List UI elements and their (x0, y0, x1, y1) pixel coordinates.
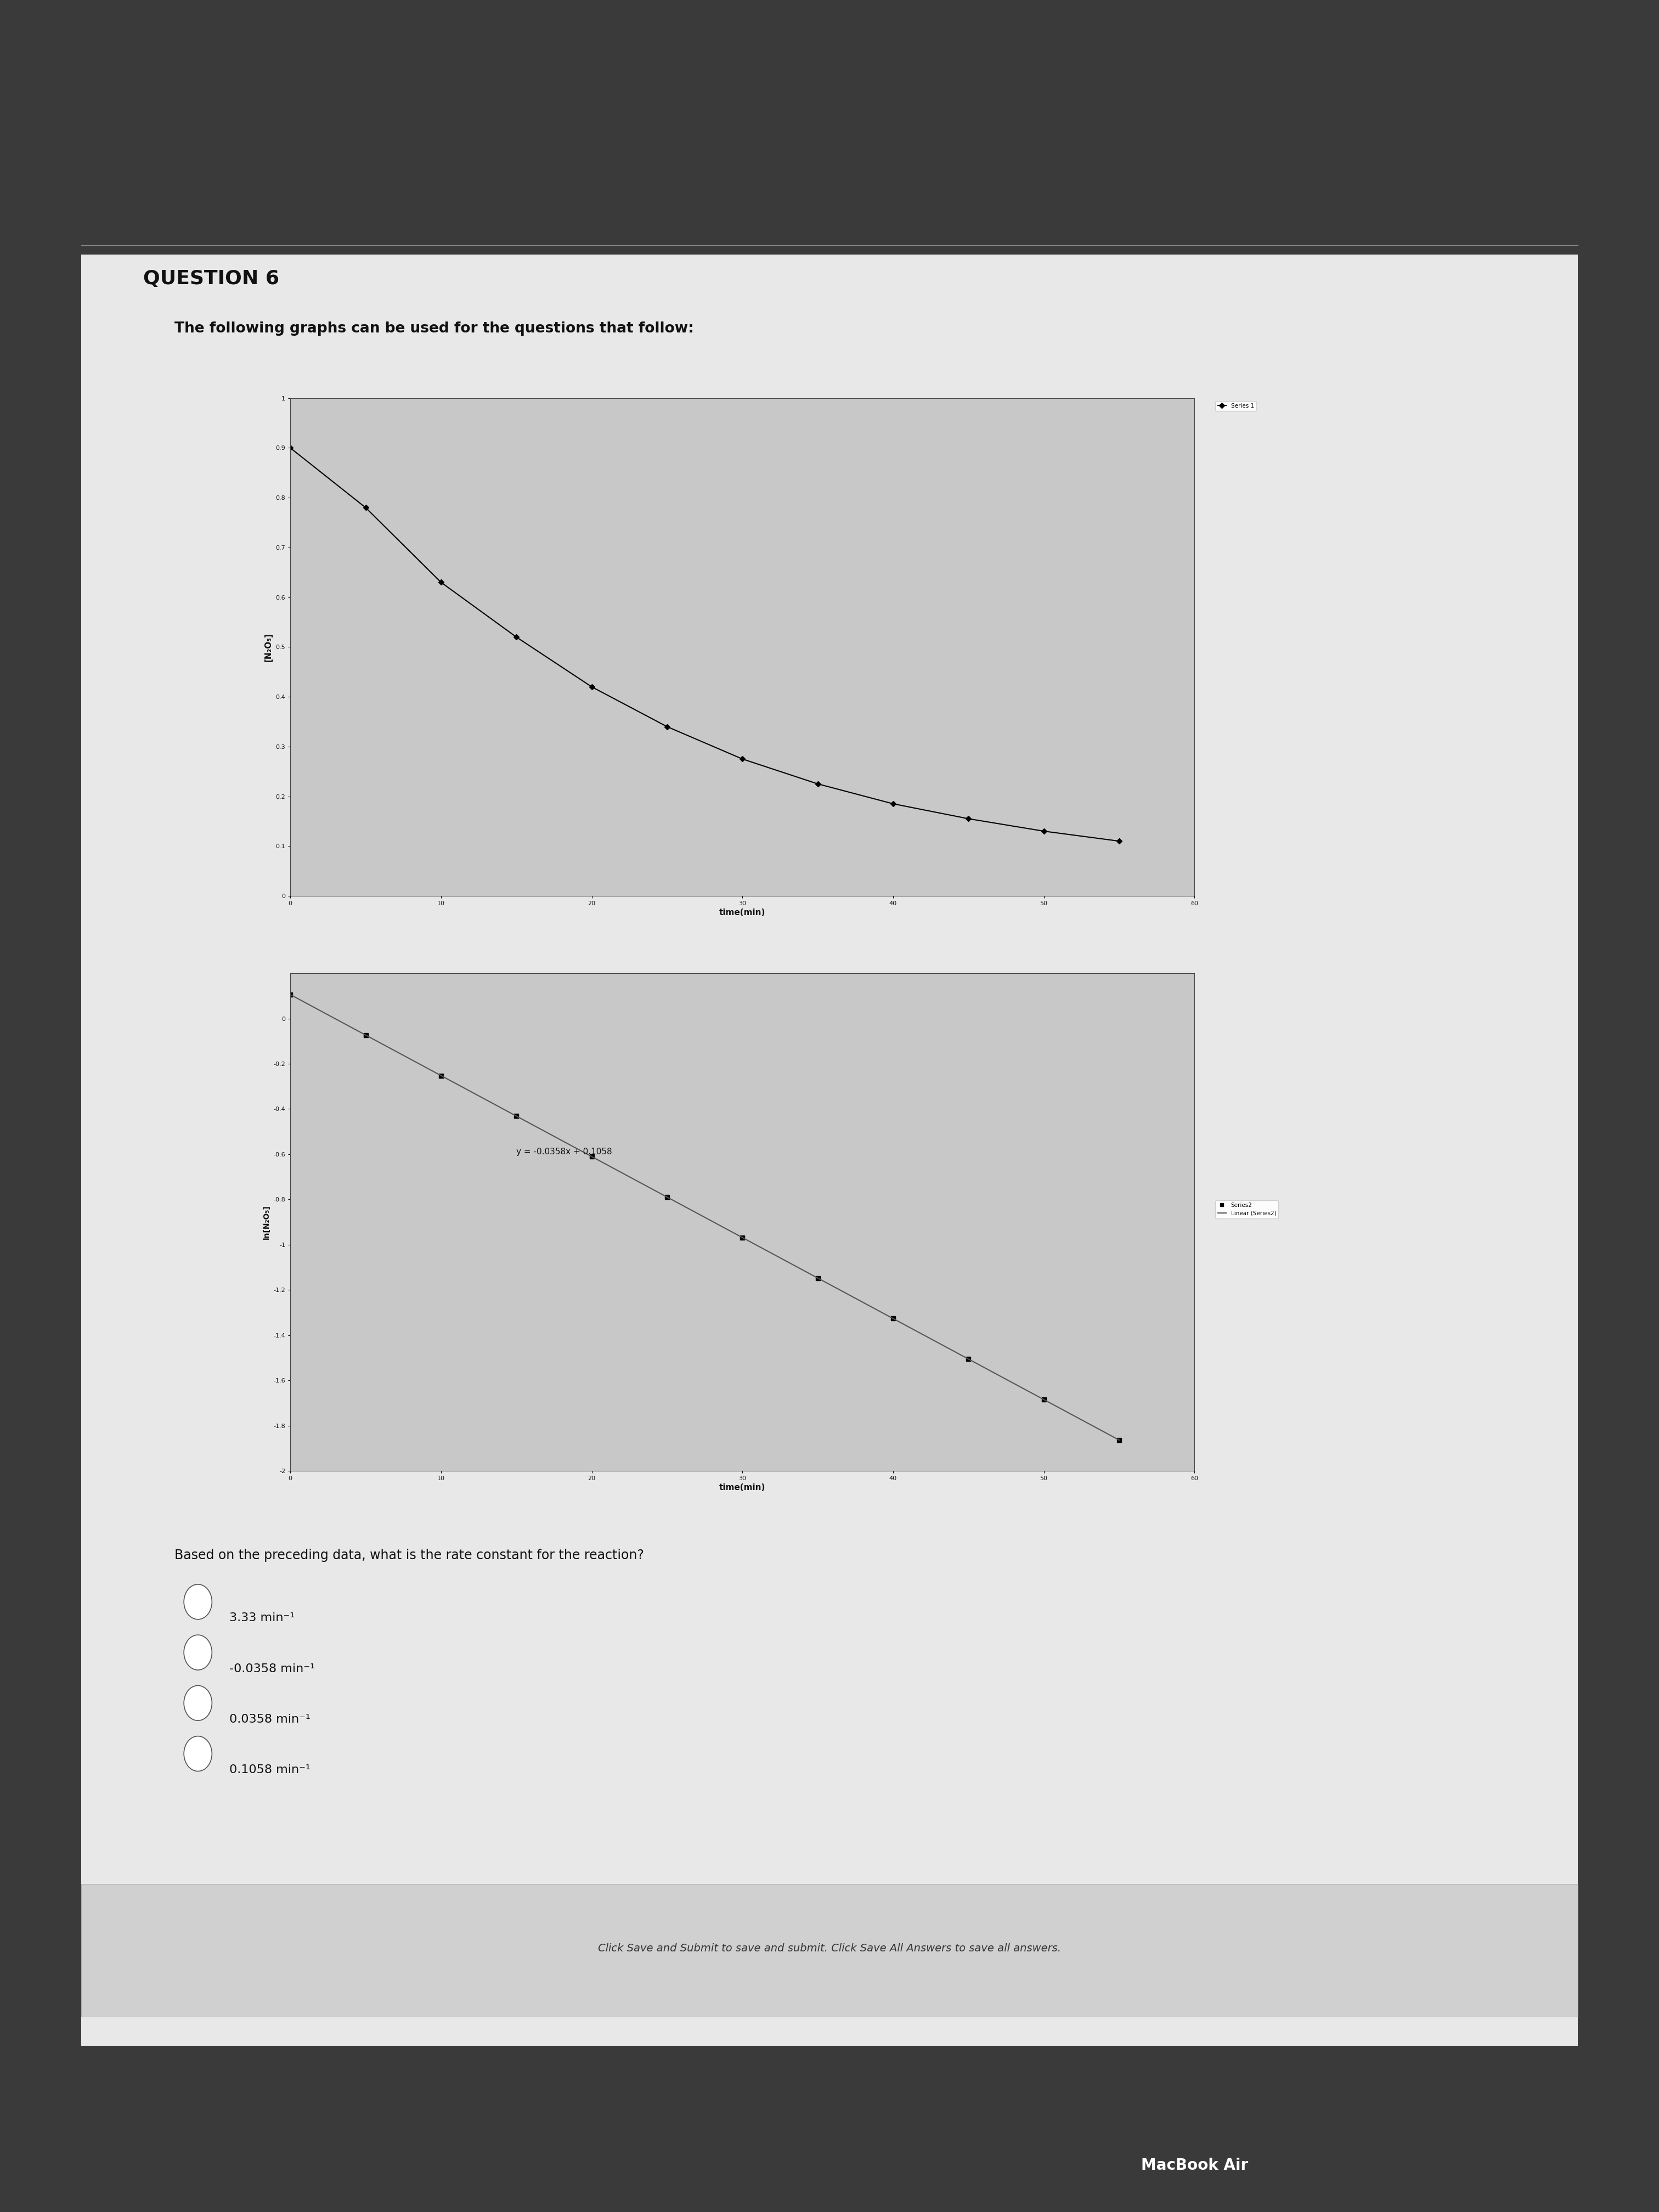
Circle shape (184, 1686, 212, 1721)
X-axis label: time(min): time(min) (720, 1484, 765, 1491)
Text: Based on the preceding data, what is the rate constant for the reaction?: Based on the preceding data, what is the… (174, 1548, 644, 1562)
Legend: Series2, Linear (Series2): Series2, Linear (Series2) (1216, 1201, 1279, 1219)
Text: MacBook Air: MacBook Air (1141, 2159, 1248, 2172)
Y-axis label: ln[N₂O₅]: ln[N₂O₅] (262, 1206, 270, 1239)
Circle shape (184, 1635, 212, 1670)
X-axis label: time(min): time(min) (720, 909, 765, 916)
Text: -0.0358 min⁻¹: -0.0358 min⁻¹ (229, 1663, 315, 1674)
Text: The following graphs can be used for the questions that follow:: The following graphs can be used for the… (174, 321, 693, 336)
Text: Click Save and Submit to save and submit. Click Save All Answers to save all ans: Click Save and Submit to save and submit… (597, 1942, 1062, 1953)
Text: y = -0.0358x + 0.1058: y = -0.0358x + 0.1058 (516, 1148, 612, 1157)
Text: 3.33 min⁻¹: 3.33 min⁻¹ (229, 1613, 295, 1624)
Circle shape (184, 1736, 212, 1772)
Y-axis label: [N₂O₅]: [N₂O₅] (264, 633, 272, 661)
Text: QUESTION 6: QUESTION 6 (143, 270, 279, 288)
FancyBboxPatch shape (81, 254, 1578, 2046)
Text: 0.0358 min⁻¹: 0.0358 min⁻¹ (229, 1714, 310, 1725)
Text: 0.1058 min⁻¹: 0.1058 min⁻¹ (229, 1765, 310, 1776)
Circle shape (184, 1584, 212, 1619)
Legend: Series 1: Series 1 (1216, 400, 1256, 411)
FancyBboxPatch shape (81, 1885, 1578, 2017)
